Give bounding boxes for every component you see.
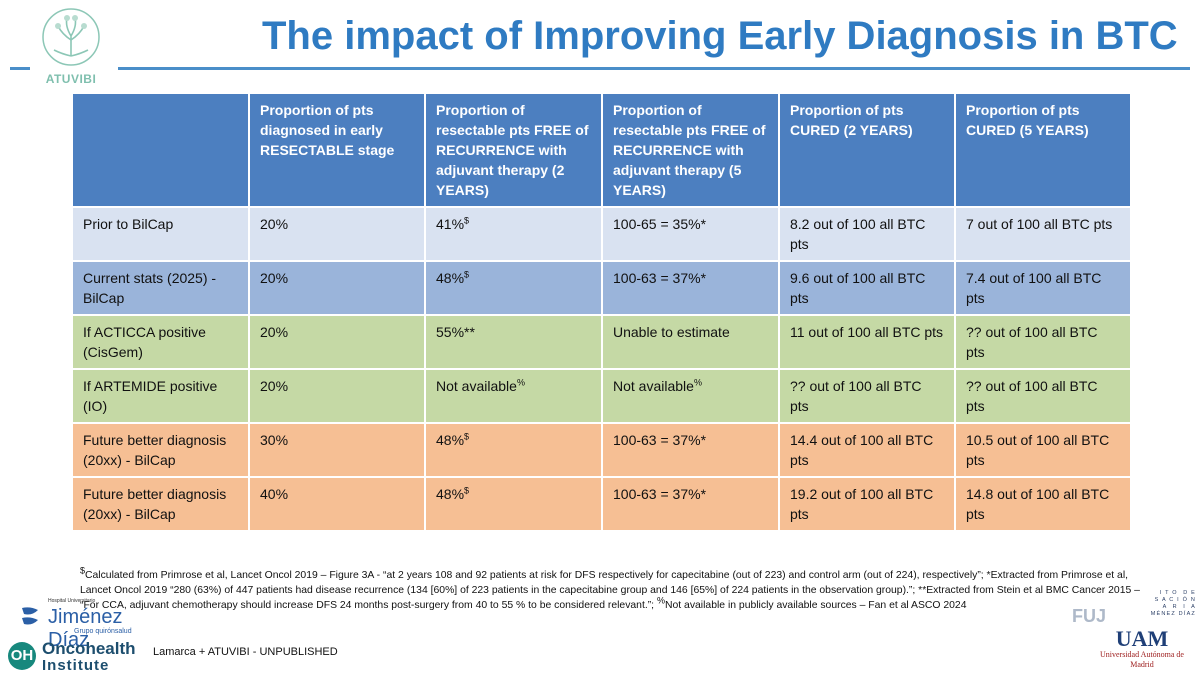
free5-cell: Not available% — [601, 368, 780, 424]
footnote-text-2: Not available in publicly available sour… — [664, 600, 967, 611]
cured5-cell: 14.8 out of 100 all BTC pts — [954, 476, 1132, 532]
hospital-mark-icon — [22, 607, 38, 625]
free5-cell: 100-63 = 37%* — [601, 476, 780, 532]
free5-cell: Unable to estimate — [601, 314, 780, 370]
uam-logo: UAM Universidad Autónoma de Madrid — [1092, 628, 1192, 670]
free2-value: Not available — [436, 378, 517, 394]
table-header-row: Proportion of pts diagnosed in early RES… — [71, 92, 1132, 208]
table-row: Prior to BilCap 20% 41%$ 100-65 = 35%* 8… — [71, 206, 1132, 262]
free5-value: 100-63 = 37%* — [613, 486, 707, 502]
row-label: If ACTICCA positive (CisGem) — [71, 314, 250, 370]
header-cell: Proportion of resectable pts FREE of REC… — [424, 92, 603, 208]
cured2-cell: ?? out of 100 all BTC pts — [778, 368, 956, 424]
cured5-cell: 7.4 out of 100 all BTC pts — [954, 260, 1132, 316]
free2-value: 41% — [436, 216, 465, 232]
cured5-cell: ?? out of 100 all BTC pts — [954, 368, 1132, 424]
cured2-cell: 14.4 out of 100 all BTC pts — [778, 422, 956, 478]
early-cell: 20% — [248, 368, 426, 424]
atuvibi-logo: ATUVIBI — [30, 6, 112, 88]
free2-cell: 48%$ — [424, 422, 603, 478]
oncohealth-name: Oncohealth — [42, 639, 136, 658]
free2-value: 48% — [436, 270, 465, 286]
cured2-cell: 9.6 out of 100 all BTC pts — [778, 260, 956, 316]
hospital-name: Jiménez Díaz — [48, 606, 123, 651]
title-divider — [118, 67, 1190, 70]
credit-text: Lamarca + ATUVIBI - UNPUBLISHED — [153, 646, 338, 658]
free2-value: 48% — [436, 432, 465, 448]
free2-note: $ — [464, 269, 470, 280]
oncohealth-sub: Institute — [42, 657, 110, 674]
title-divider-left — [10, 67, 30, 70]
tree-of-life-icon — [42, 8, 100, 66]
header-cell — [71, 92, 250, 208]
free2-note: $ — [464, 431, 470, 442]
footnote-sup-dollar: $ — [80, 565, 86, 576]
free2-note: % — [516, 377, 525, 388]
free5-value: Unable to estimate — [613, 324, 730, 340]
row-label: Future better diagnosis (20xx) - BilCap — [71, 476, 250, 532]
free2-cell: 48%$ — [424, 260, 603, 316]
free2-cell: Not available% — [424, 368, 603, 424]
header-cell: Proportion of pts CURED (2 YEARS) — [778, 92, 956, 208]
free2-value: 55%** — [436, 324, 475, 340]
table-row: Current stats (2025) - BilCap 20% 48%$ 1… — [71, 260, 1132, 316]
footnote-sup-percent: % — [656, 595, 665, 606]
hospital-logo: Hospital Universitario Jiménez Díaz Grup… — [14, 598, 144, 651]
cured5-cell: 10.5 out of 100 all BTC pts — [954, 422, 1132, 478]
cured5-cell: 7 out of 100 all BTC pts — [954, 206, 1132, 262]
free2-cell: 48%$ — [424, 476, 603, 532]
cured2-cell: 8.2 out of 100 all BTC pts — [778, 206, 956, 262]
header-cell: Proportion of pts diagnosed in early RES… — [248, 92, 426, 208]
free2-cell: 41%$ — [424, 206, 603, 262]
oncohealth-mark-icon: OH — [8, 642, 36, 670]
cured5-cell: ?? out of 100 all BTC pts — [954, 314, 1132, 370]
uam-mark: UAM — [1115, 626, 1169, 651]
header-cell: Proportion of resectable pts FREE of REC… — [601, 92, 780, 208]
cured2-cell: 19.2 out of 100 all BTC pts — [778, 476, 956, 532]
early-cell: 20% — [248, 206, 426, 262]
comparison-table: Proportion of pts diagnosed in early RES… — [71, 92, 1132, 532]
free2-note: $ — [464, 485, 470, 496]
row-label: If ARTEMIDE positive (IO) — [71, 368, 250, 424]
hospital-group: Grupo quirónsalud — [74, 628, 132, 635]
cured2-cell: 11 out of 100 all BTC pts — [778, 314, 956, 370]
free5-cell: 100-63 = 37%* — [601, 422, 780, 478]
institute-logo-fragment: I T O D E S A C I Ó N A R I A MÉNEZ DÍAZ — [1150, 590, 1196, 617]
free2-cell: 55%** — [424, 314, 603, 370]
table-row: If ACTICCA positive (CisGem) 20% 55%** U… — [71, 314, 1132, 370]
free5-cell: 100-65 = 35%* — [601, 206, 780, 262]
early-cell: 40% — [248, 476, 426, 532]
early-cell: 30% — [248, 422, 426, 478]
free5-value: 100-63 = 37%* — [613, 270, 707, 286]
page-title: The impact of Improving Early Diagnosis … — [262, 14, 1178, 58]
table-row: If ARTEMIDE positive (IO) 20% Not availa… — [71, 368, 1132, 424]
row-label: Prior to BilCap — [71, 206, 250, 262]
table-row: Future better diagnosis (20xx) - BilCap … — [71, 476, 1132, 532]
logo-text: ATUVIBI — [45, 72, 97, 86]
uam-name: Universidad Autónoma de Madrid — [1100, 650, 1184, 669]
footnote: $Calculated from Primrose et al, Lancet … — [80, 565, 1140, 613]
row-label: Current stats (2025) - BilCap — [71, 260, 250, 316]
header-cell: Proportion of pts CURED (5 YEARS) — [954, 92, 1132, 208]
free2-note: $ — [464, 215, 470, 226]
free5-note: % — [693, 377, 702, 388]
free5-value: 100-63 = 37%* — [613, 432, 707, 448]
free5-value: Not available — [613, 378, 694, 394]
fjd-logo-fragment: FUJ — [1072, 606, 1107, 626]
early-cell: 20% — [248, 260, 426, 316]
row-label: Future better diagnosis (20xx) - BilCap — [71, 422, 250, 478]
footnote-text: Calculated from Primrose et al, Lancet O… — [80, 570, 1140, 611]
oncohealth-logo: OH Oncohealth Institute — [8, 639, 148, 676]
table-row: Future better diagnosis (20xx) - BilCap … — [71, 422, 1132, 478]
free5-cell: 100-63 = 37%* — [601, 260, 780, 316]
free5-value: 100-65 = 35%* — [613, 216, 707, 232]
early-cell: 20% — [248, 314, 426, 370]
hospital-small-text: Hospital Universitario — [48, 598, 96, 604]
free2-value: 48% — [436, 486, 465, 502]
